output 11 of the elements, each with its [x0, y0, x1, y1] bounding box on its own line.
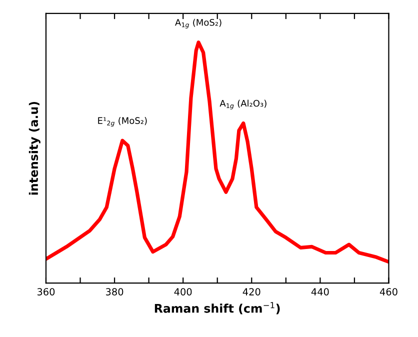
- x-tick-label: 420: [242, 288, 260, 296]
- annotation: A$_{1g}$ (Al₂O₃): [220, 100, 266, 110]
- x-axis-title: Raman shift (cm$^{−1}$): [154, 302, 280, 314]
- x-tick-label: 440: [311, 288, 329, 296]
- y-axis-title: intensity (a.u): [28, 102, 40, 195]
- x-tick-label: 380: [106, 288, 124, 296]
- x-tick-label: 400: [174, 288, 192, 296]
- annotation: E¹$_{2g}$ (MoS₂): [98, 117, 147, 127]
- annotation: A$_{1g}$ (MoS₂): [175, 18, 222, 28]
- x-tick-label: 360: [37, 288, 55, 296]
- x-tick-label: 460: [380, 288, 398, 296]
